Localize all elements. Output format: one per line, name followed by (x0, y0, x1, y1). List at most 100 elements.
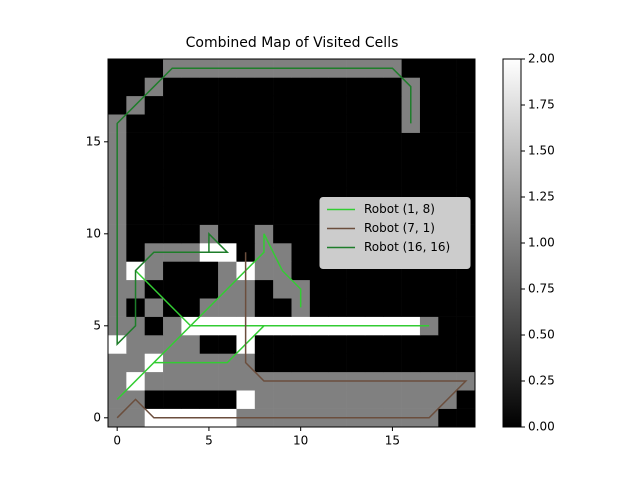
cell (163, 187, 182, 207)
cell (309, 169, 329, 189)
cell (108, 95, 127, 115)
cell (383, 279, 402, 299)
cell (419, 114, 439, 133)
cell (273, 279, 292, 299)
cell (364, 95, 384, 115)
cell (144, 114, 164, 133)
cell (438, 353, 457, 373)
cell (163, 371, 182, 391)
cell (456, 316, 476, 336)
cell (346, 353, 366, 373)
cell (254, 261, 274, 281)
cell (438, 114, 457, 133)
cell (401, 335, 421, 354)
cell (364, 353, 384, 373)
cell (438, 95, 457, 115)
plot-frame (107, 58, 476, 428)
cell (181, 132, 201, 152)
cell (438, 279, 457, 299)
cell (401, 390, 421, 409)
cell (383, 151, 402, 170)
cell (456, 279, 476, 299)
colorbar-tick-label: 0.75 (528, 282, 555, 296)
cell (291, 95, 311, 115)
colorbar-tick-label: 1.25 (528, 190, 555, 204)
cell (291, 77, 311, 97)
cell (383, 298, 402, 317)
legend-label: Robot (16, 16) (364, 240, 450, 254)
cell (254, 206, 274, 225)
cell (309, 77, 329, 97)
cell (328, 151, 347, 170)
cell (163, 279, 182, 299)
cell (163, 151, 182, 170)
cell (108, 77, 127, 97)
colorbar-tick-label: 1.75 (528, 98, 555, 112)
cell (291, 132, 311, 152)
cell (254, 353, 274, 373)
cell (401, 59, 421, 78)
cell (273, 77, 292, 97)
cell (438, 132, 457, 152)
cell (254, 77, 274, 97)
cell (438, 408, 457, 428)
cell (144, 371, 164, 391)
cell (401, 132, 421, 152)
legend-box (319, 197, 471, 269)
cell (163, 316, 182, 336)
cell (108, 59, 127, 78)
cell (236, 206, 256, 225)
cell (309, 132, 329, 152)
cell (144, 132, 164, 152)
cell (346, 298, 366, 317)
cell (126, 408, 145, 428)
cell (181, 114, 201, 133)
cell (456, 169, 476, 189)
cell (401, 279, 421, 299)
cell (144, 206, 164, 225)
cell (328, 298, 347, 317)
cell (218, 261, 237, 281)
cell (419, 316, 439, 336)
cell (199, 261, 219, 281)
cell (364, 132, 384, 152)
cell (163, 114, 182, 133)
cell (126, 353, 145, 373)
cell (328, 95, 347, 115)
cell (383, 132, 402, 152)
cell (273, 390, 292, 409)
cell (108, 371, 127, 391)
cell (236, 95, 256, 115)
cell (291, 169, 311, 189)
cell (144, 261, 164, 281)
cell (291, 114, 311, 133)
y-tick-label: 10 (86, 226, 101, 240)
cell (273, 95, 292, 115)
y-tick-label: 0 (93, 410, 101, 424)
cell (254, 169, 274, 189)
cell (181, 169, 201, 189)
cell (291, 187, 311, 207)
cell (254, 279, 274, 299)
cell (126, 187, 145, 207)
robot-path (116, 67, 412, 347)
cell (218, 77, 237, 97)
cell (236, 390, 256, 409)
cell (218, 169, 237, 189)
cell (163, 390, 182, 409)
cell (328, 279, 347, 299)
cell (419, 77, 439, 97)
cell (419, 353, 439, 373)
cell (163, 261, 182, 281)
cell (309, 95, 329, 115)
cell (383, 353, 402, 373)
cell (236, 371, 256, 391)
cell (144, 95, 164, 115)
cell (218, 298, 237, 317)
cell (401, 298, 421, 317)
cell (273, 335, 292, 354)
cell (144, 390, 164, 409)
cell (181, 390, 201, 409)
cell (419, 335, 439, 354)
